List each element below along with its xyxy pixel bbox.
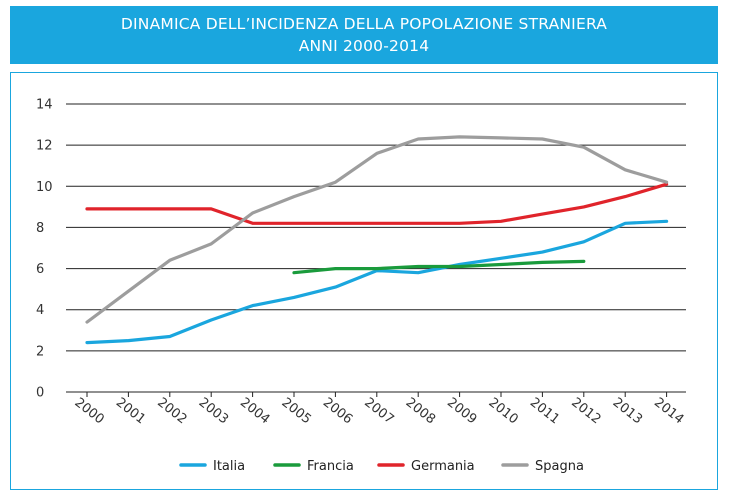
- x-tick-label: 2002: [154, 395, 189, 427]
- x-tick-label: 2009: [444, 395, 479, 427]
- legend-label-spagna: Spagna: [535, 459, 584, 474]
- series-line-italia: [85, 219, 669, 345]
- x-tick-label: 2007: [361, 395, 396, 427]
- x-tick-label: 2011: [527, 395, 562, 427]
- y-tick-label: 2: [36, 344, 44, 359]
- x-tick-label: 2005: [278, 395, 313, 427]
- x-tick-label: 2004: [237, 395, 272, 427]
- series-line-germania: [85, 182, 669, 225]
- x-tick-label: 2010: [485, 395, 520, 427]
- series-line-francia: [292, 259, 586, 275]
- y-tick-label: 12: [36, 139, 53, 154]
- y-tick-label: 0: [36, 386, 44, 401]
- series-line-spagna: [85, 135, 669, 324]
- x-tick-label: 2008: [403, 395, 438, 427]
- chart-frame: [10, 72, 718, 490]
- x-tick-label: 2003: [196, 395, 231, 427]
- chart-subtitle: ANNI 2000-2014: [298, 37, 430, 55]
- y-tick-label: 8: [36, 221, 44, 236]
- x-tick-label: 2001: [113, 395, 148, 427]
- legend-label-francia: Francia: [307, 459, 354, 474]
- x-tick-label: 2000: [71, 395, 106, 427]
- y-tick-label: 10: [36, 180, 53, 195]
- x-tick-label: 2012: [568, 395, 603, 427]
- chart-title: DINAMICA DELL’INCIDENZA DELLA POPOLAZION…: [120, 15, 608, 33]
- y-tick-label: 14: [36, 98, 53, 113]
- x-tick-label: 2014: [651, 395, 686, 427]
- legend-label-italia: Italia: [213, 459, 245, 474]
- y-tick-label: 6: [36, 262, 44, 277]
- x-tick-label: 2013: [610, 395, 645, 427]
- legend-label-germania: Germania: [411, 459, 475, 474]
- y-tick-label: 4: [36, 303, 44, 318]
- x-tick-label: 2006: [320, 395, 355, 427]
- chart-title-banner: DINAMICA DELL’INCIDENZA DELLA POPOLAZION…: [10, 6, 718, 64]
